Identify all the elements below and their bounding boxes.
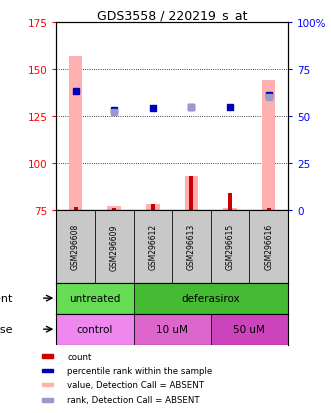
Bar: [73, 208, 77, 211]
Bar: [42, 369, 53, 372]
Bar: [42, 355, 53, 358]
Bar: [56, 283, 133, 314]
Bar: [112, 209, 116, 211]
Bar: [133, 314, 211, 345]
Bar: [211, 314, 288, 345]
Text: count: count: [67, 352, 91, 361]
Text: dose: dose: [0, 324, 13, 335]
Bar: [56, 211, 95, 283]
Text: untreated: untreated: [69, 293, 120, 304]
Bar: [133, 283, 288, 314]
Text: rank, Detection Call = ABSENT: rank, Detection Call = ABSENT: [67, 395, 200, 404]
Text: GSM296608: GSM296608: [71, 224, 80, 270]
Bar: [267, 209, 270, 211]
Text: GSM296615: GSM296615: [225, 224, 235, 270]
Bar: [151, 204, 155, 211]
Bar: [56, 314, 133, 345]
Text: agent: agent: [0, 293, 13, 304]
Bar: [42, 398, 53, 402]
Text: 10 uM: 10 uM: [156, 324, 188, 335]
Bar: [108, 207, 121, 211]
Text: GSM296616: GSM296616: [264, 224, 273, 270]
Bar: [172, 211, 211, 283]
Text: GSM296612: GSM296612: [148, 224, 157, 270]
Bar: [146, 205, 160, 211]
Bar: [249, 211, 288, 283]
Bar: [95, 211, 133, 283]
Bar: [262, 81, 275, 211]
Text: deferasirox: deferasirox: [181, 293, 240, 304]
Bar: [228, 194, 232, 211]
Bar: [42, 383, 53, 386]
Text: GSM296609: GSM296609: [110, 223, 119, 270]
Text: 50 uM: 50 uM: [233, 324, 265, 335]
Bar: [211, 211, 249, 283]
Bar: [133, 211, 172, 283]
Bar: [69, 57, 82, 211]
Text: control: control: [77, 324, 113, 335]
Text: percentile rank within the sample: percentile rank within the sample: [67, 366, 212, 375]
Bar: [189, 177, 193, 211]
Bar: [223, 209, 237, 211]
Text: GSM296613: GSM296613: [187, 224, 196, 270]
Text: value, Detection Call = ABSENT: value, Detection Call = ABSENT: [67, 380, 204, 389]
Title: GDS3558 / 220219_s_at: GDS3558 / 220219_s_at: [97, 9, 247, 21]
Bar: [185, 177, 198, 211]
